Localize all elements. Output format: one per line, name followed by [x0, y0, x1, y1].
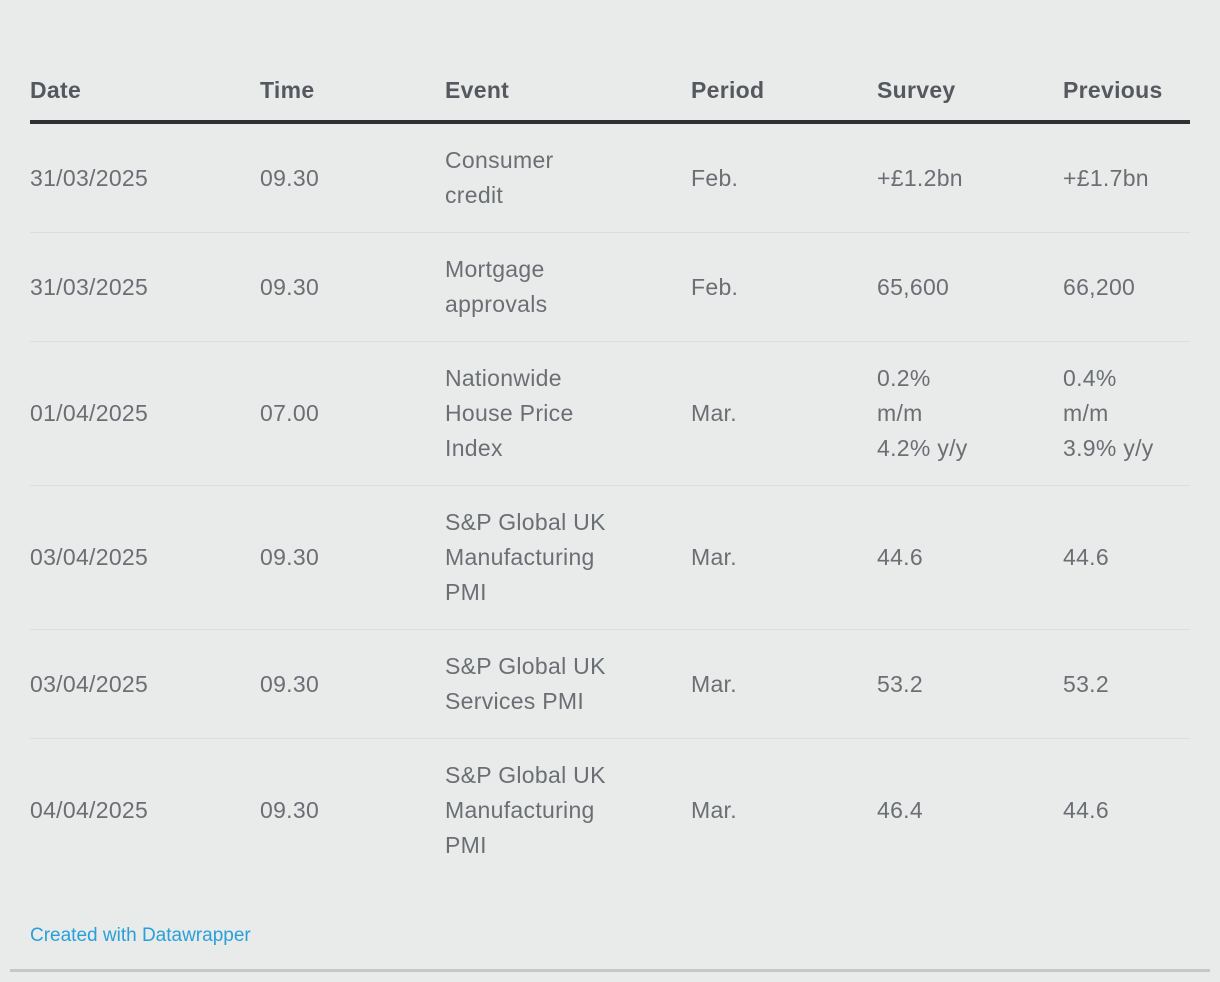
- column-header-period: Period: [691, 76, 765, 103]
- table-row: 03/04/2025 09.30 S&P Global UK Manufactu…: [30, 486, 1190, 630]
- cell-date: 04/04/2025: [30, 797, 149, 823]
- cell-survey: 53.2: [877, 670, 923, 697]
- cell-period: Mar.: [691, 797, 737, 823]
- cell-survey: 46.4: [877, 797, 923, 823]
- cell-previous: +£1.7bn: [1063, 164, 1149, 191]
- cell-date: 31/03/2025: [30, 273, 149, 300]
- cell-survey: +£1.2bn: [877, 164, 963, 191]
- cell-previous: 53.2: [1063, 670, 1109, 697]
- cell-period: Mar.: [691, 400, 737, 426]
- cell-time: 09.30: [260, 670, 320, 697]
- cell-survey: 65,600: [877, 273, 950, 300]
- cell-date: 01/04/2025: [30, 400, 149, 426]
- column-header-event: Event: [445, 76, 510, 103]
- cell-previous: 66,200: [1063, 273, 1136, 300]
- cell-period: Mar.: [691, 670, 737, 697]
- column-header-time: Time: [260, 76, 315, 103]
- cell-previous: 44.6: [1063, 544, 1109, 570]
- cell-time: 07.00: [260, 400, 320, 426]
- table-row: 01/04/2025 07.00 Nationwide House Price …: [30, 342, 1190, 486]
- economic-calendar-table: Date Time Event Period Survey Previous 3…: [30, 60, 1190, 882]
- datawrapper-attribution-link[interactable]: Created with Datawrapper: [30, 925, 251, 946]
- cell-date: 03/04/2025: [30, 670, 149, 697]
- column-header-previous: Previous: [1063, 76, 1163, 103]
- cell-time: 09.30: [260, 544, 320, 570]
- cell-period: Mar.: [691, 544, 737, 570]
- cell-event: Consumer credit: [445, 147, 554, 208]
- cell-date: 03/04/2025: [30, 544, 149, 570]
- cell-previous: 44.6: [1063, 797, 1109, 823]
- cell-date: 31/03/2025: [30, 164, 149, 191]
- table-header-row: Date Time Event Period Survey Previous: [30, 60, 1190, 124]
- cell-event: Nationwide House Price Index: [445, 365, 574, 461]
- column-header-date: Date: [30, 76, 82, 103]
- table-row: 31/03/2025 09.30 Consumer credit Feb. +£…: [30, 124, 1190, 233]
- cell-period: Feb.: [691, 273, 739, 300]
- table-row: 03/04/2025 09.30 S&P Global UK Services …: [30, 630, 1190, 739]
- cell-survey: 0.2% m/m 4.2% y/y: [877, 365, 968, 461]
- cell-time: 09.30: [260, 164, 320, 191]
- table-row: 04/04/2025 09.30 S&P Global UK Manufactu…: [30, 739, 1190, 882]
- table-row: 31/03/2025 09.30 Mortgage approvals Feb.…: [30, 233, 1190, 342]
- cell-time: 09.30: [260, 797, 320, 823]
- bottom-divider: [10, 969, 1210, 972]
- cell-survey: 44.6: [877, 544, 923, 570]
- cell-event: S&P Global UK Services PMI: [445, 653, 606, 714]
- column-header-survey: Survey: [877, 76, 956, 103]
- cell-time: 09.30: [260, 273, 320, 300]
- cell-period: Feb.: [691, 164, 739, 191]
- cell-event: S&P Global UK Manufacturing PMI: [445, 509, 606, 605]
- cell-previous: 0.4% m/m 3.9% y/y: [1063, 365, 1154, 461]
- cell-event: S&P Global UK Manufacturing PMI: [445, 762, 606, 858]
- cell-event: Mortgage approvals: [445, 256, 548, 317]
